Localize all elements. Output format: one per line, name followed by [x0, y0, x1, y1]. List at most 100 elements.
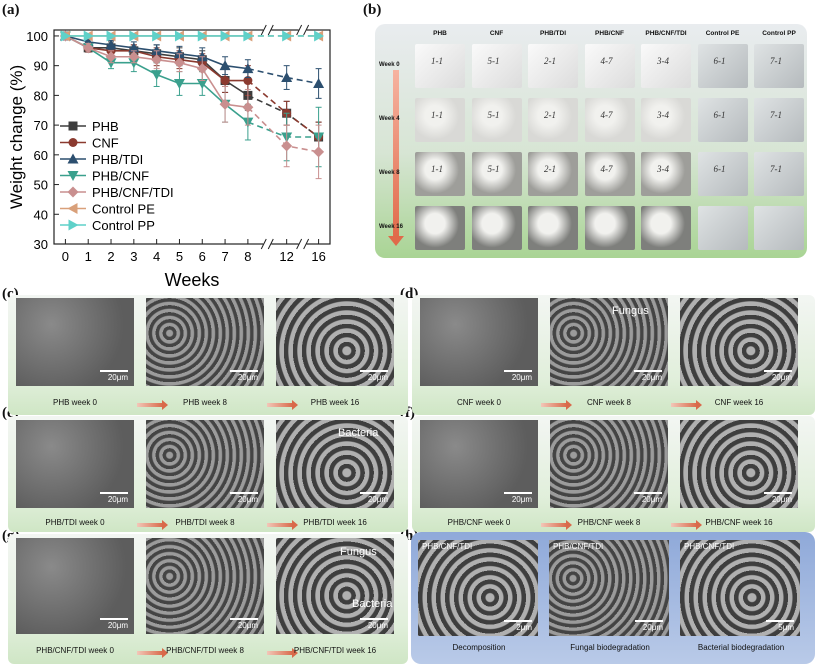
- scale-label: 20μm: [771, 495, 792, 504]
- time-arrow-head: [388, 236, 404, 246]
- fungus-annotation: Fungus: [612, 305, 649, 317]
- scale-label: 20μm: [642, 623, 663, 632]
- scale-label: 20μm: [641, 373, 662, 382]
- sample-photo: [584, 206, 635, 250]
- photo-column-header: Control PE: [705, 30, 740, 37]
- sample-photo: [471, 206, 522, 250]
- sem-caption: CNF week 8: [586, 398, 631, 407]
- bacteria-annotation: Bacteria: [352, 598, 393, 610]
- sample-photo: 3-4: [641, 98, 691, 142]
- sample-photo: 1-1: [415, 98, 465, 142]
- progress-arrow: [541, 520, 572, 530]
- scale-label: 20μm: [511, 495, 532, 504]
- axis-break-gap: [298, 238, 307, 250]
- data-point: [128, 51, 140, 63]
- sample-photo: 6-1: [697, 152, 748, 196]
- axis-break-gap: [298, 24, 307, 36]
- legend-label: PHB/TDI: [92, 152, 143, 167]
- data-point: [67, 153, 79, 164]
- sample-mark: 5-1: [487, 110, 500, 120]
- scale-bar: [230, 618, 258, 620]
- scale-bar: [360, 370, 388, 372]
- sample-mark: 5-1: [487, 56, 500, 66]
- scale-label: 20μm: [237, 373, 258, 382]
- sem-image: 20μm: [16, 538, 134, 634]
- x-axis-label: Weeks: [165, 270, 220, 290]
- y-axis-label: Weight change (%): [7, 65, 26, 209]
- sem-image: 20μm: [420, 420, 538, 508]
- scale-label: 20μm: [641, 495, 662, 504]
- sem-image: 20μm: [146, 538, 264, 634]
- scale-bar: [230, 492, 258, 494]
- sem-caption: PHB/CNF week 0: [447, 518, 511, 527]
- x-tick-label: 6: [199, 249, 206, 264]
- x-tick-label: 2: [107, 249, 114, 264]
- sem-caption: PHB/CNF week 16: [705, 518, 773, 527]
- sem-caption: PHB/TDI week 16: [303, 518, 367, 527]
- data-point: [196, 79, 208, 89]
- y-tick-label: 70: [34, 118, 48, 133]
- sem-sample-label: PHB/CNF/TDI: [553, 542, 604, 551]
- panel-label-a: (a): [2, 2, 20, 18]
- sem-caption: PHB/TDI week 8: [175, 518, 235, 527]
- sem-image-detail: 5μm PHB/CNF/TDI: [680, 540, 800, 636]
- y-tick-label: 100: [26, 29, 48, 44]
- data-point: [242, 101, 254, 113]
- sem-image: 20μm: [680, 298, 798, 386]
- sample-mark: 4-7: [600, 56, 613, 66]
- data-point: [219, 98, 231, 110]
- data-point: [67, 171, 79, 181]
- sem-image: 20μm: [16, 420, 134, 508]
- sample-photo: 6-1: [697, 44, 748, 88]
- data-point: [68, 121, 78, 131]
- sem-caption: PHB/CNF/TDI week 0: [36, 646, 114, 655]
- progress-arrow: [267, 648, 298, 658]
- legend-label: CNF: [92, 136, 119, 151]
- sample-photo: [641, 206, 691, 250]
- sample-mark: 2-1: [544, 110, 556, 120]
- data-point: [106, 30, 117, 42]
- sample-mark: 4-7: [600, 164, 613, 174]
- legend-label: PHB: [92, 119, 119, 134]
- photo-column-header: PHB/CNF: [595, 30, 624, 37]
- sample-photo: 4-7: [584, 98, 635, 142]
- y-tick-label: 80: [34, 88, 48, 103]
- data-point: [83, 30, 94, 42]
- scale-bar: [100, 492, 128, 494]
- data-point: [313, 78, 325, 88]
- sample-photo: 4-7: [584, 152, 635, 196]
- sample-photo: [528, 206, 578, 250]
- sample-mark: 1-1: [431, 110, 443, 120]
- sample-photo: 5-1: [471, 152, 522, 196]
- scale-label: 20μm: [511, 373, 532, 382]
- x-tick-label: 7: [221, 249, 228, 264]
- sample-photo-grid: PHB CNF PHB/TDI PHB/CNF PHB/CNF/TDI Control P…: [375, 24, 807, 258]
- photo-column-header: PHB/CNF/TDI: [645, 30, 687, 37]
- sem-image: 20μm: [550, 420, 668, 508]
- sample-mark: 5-1: [487, 164, 500, 174]
- data-point: [243, 30, 254, 42]
- y-tick-label: 30: [34, 237, 48, 252]
- scale-bar: [635, 620, 663, 622]
- sample-mark: 1-1: [431, 164, 443, 174]
- sem-caption: CNF week 16: [714, 398, 764, 407]
- axis-break-mark: [296, 238, 303, 250]
- axis-break-mark: [303, 24, 310, 36]
- sem-caption: PHB week 8: [182, 398, 228, 407]
- scale-label: 20μm: [107, 621, 128, 630]
- y-tick-label: 90: [34, 59, 48, 74]
- data-point: [173, 57, 185, 69]
- scale-bar: [360, 492, 388, 494]
- sem-caption: PHB/TDI week 0: [45, 518, 105, 527]
- fungus-annotation: Fungus: [340, 546, 377, 558]
- data-point: [196, 63, 208, 75]
- axis-break-mark: [267, 24, 274, 36]
- scale-label: 20μm: [367, 495, 388, 504]
- progress-arrow: [671, 520, 702, 530]
- scale-label: 20μm: [237, 621, 258, 630]
- data-point: [313, 146, 325, 158]
- sample-photo: 3-4: [641, 44, 691, 88]
- sem-caption: PHB/CNF/TDI week 8: [166, 646, 244, 655]
- x-tick-label: 5: [176, 249, 183, 264]
- weight-change-chart: 30 40 50 60 70 80 90 100 0 1 2 3 4 5 6 7 8 12 16 Weeks Weigh…: [7, 24, 331, 290]
